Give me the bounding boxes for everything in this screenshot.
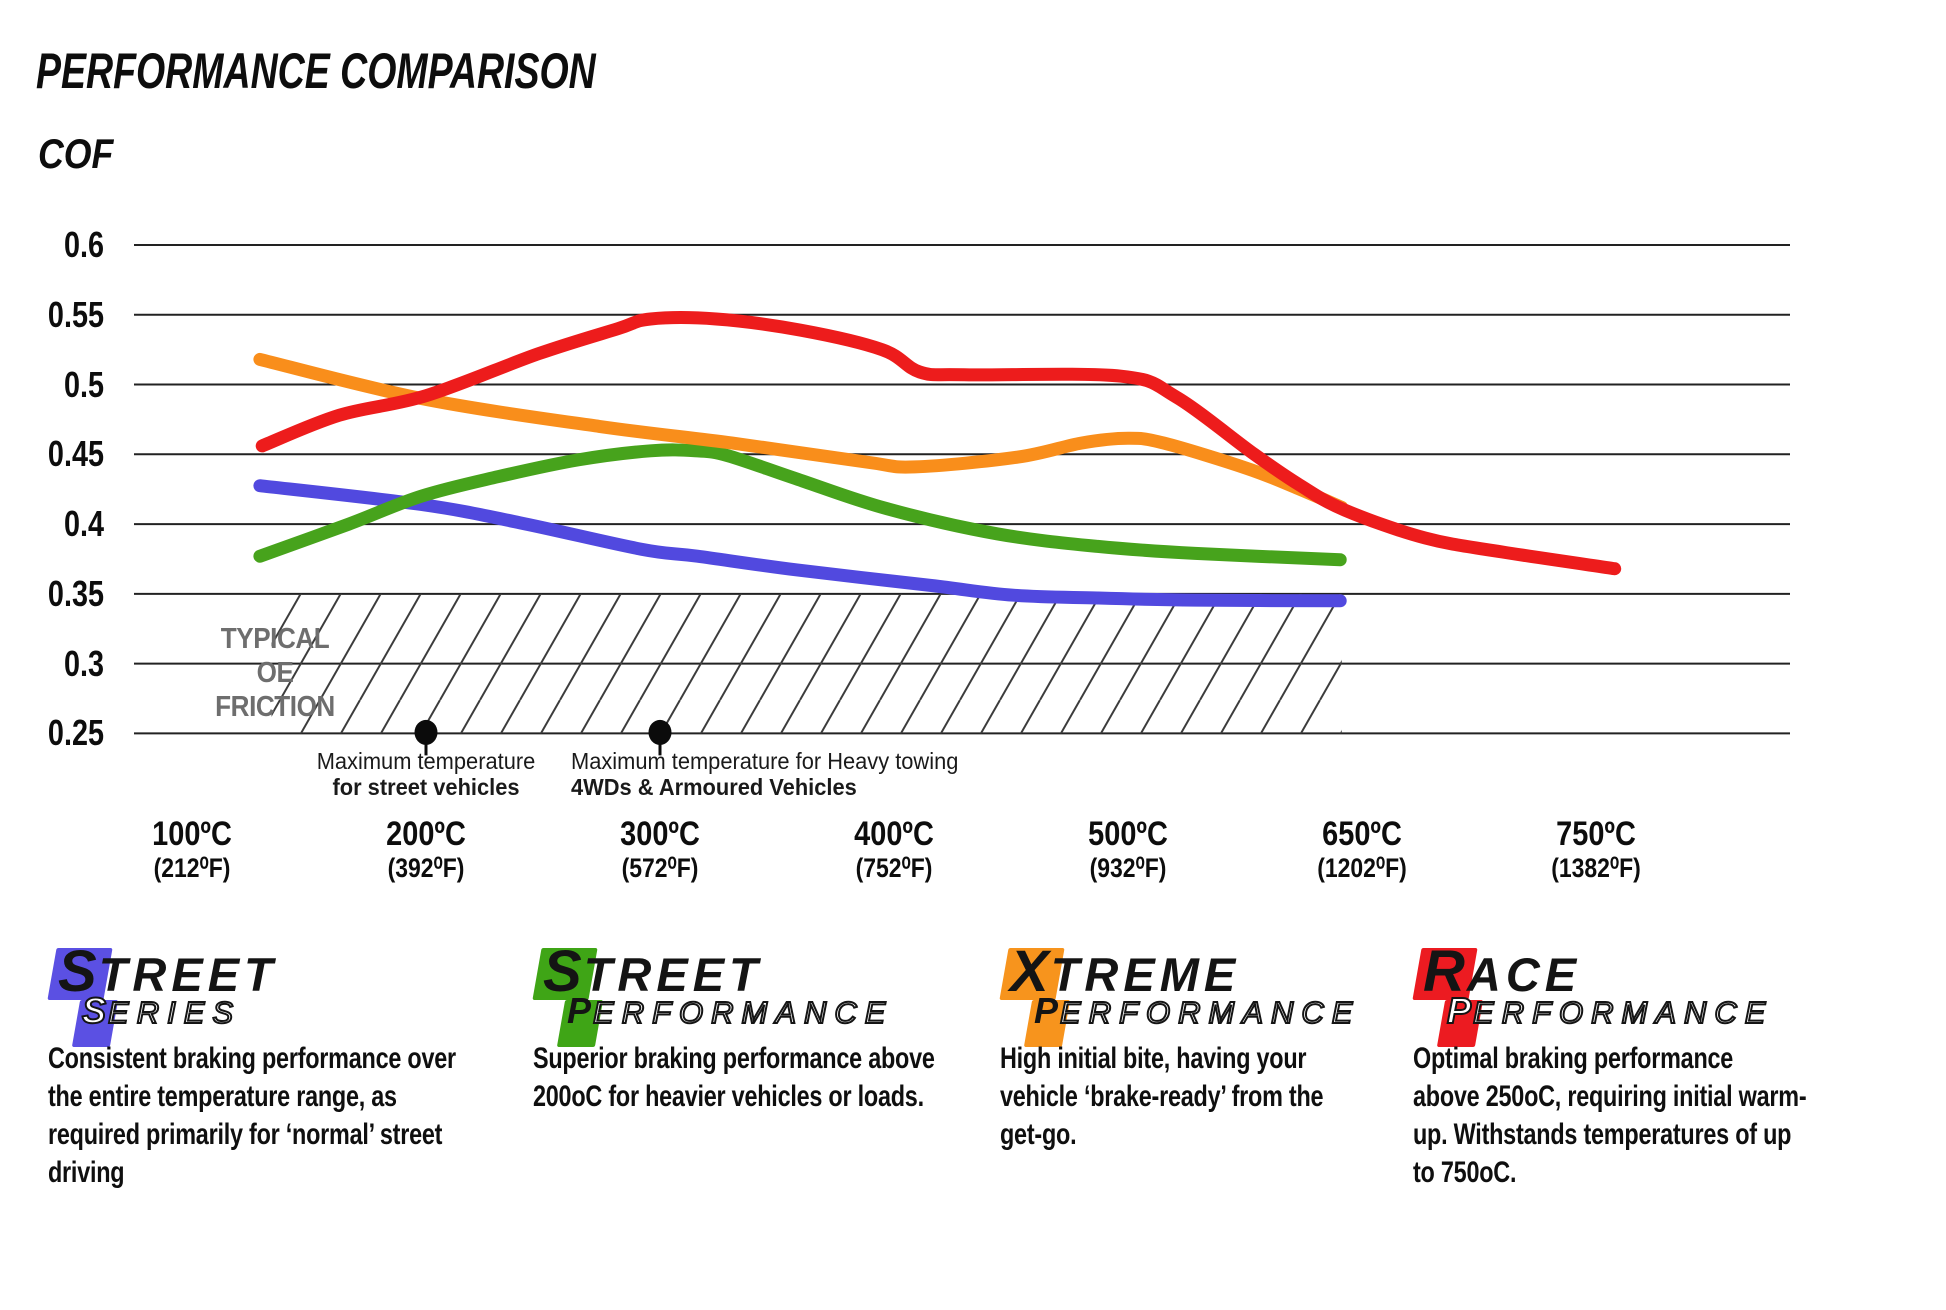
annotation-dot-0: [414, 719, 438, 745]
logo-xtreme-performance: XTREME PERFORMANCE: [999, 939, 1470, 1054]
annotation-towing-max-temp-line2: 4WDs & Armoured Vehicles: [571, 774, 857, 800]
x-tick-fahrenheit: (1382⁰F): [1551, 853, 1641, 883]
curve-street-performance: [253, 443, 1347, 567]
logo-word2-first: P: [1034, 990, 1061, 1031]
logo-street-performance: STREET PERFORMANCE: [532, 939, 1003, 1054]
x-tick-fahrenheit: (212⁰F): [153, 853, 231, 883]
x-tick-fahrenheit: (1202⁰F): [1317, 853, 1407, 883]
annotation-towing-max-temp: Maximum temperature for Heavy towing 4WD…: [571, 748, 1008, 800]
x-tick-500c: 500ºC (932⁰F): [1035, 816, 1222, 883]
x-tick-fahrenheit: (752⁰F): [855, 853, 933, 883]
x-tick-fahrenheit: (392⁰F): [387, 853, 465, 883]
cof-line-chart: [134, 244, 1790, 756]
oe-friction-band-label-line1: TYPICAL OE: [220, 623, 330, 689]
curve-race-performance: [255, 311, 1622, 576]
y-tick-label-0.55: 0.55: [47, 293, 104, 335]
y-tick-label-0.25: 0.25: [47, 712, 104, 754]
x-tick-400c: 400ºC (752⁰F): [801, 816, 988, 883]
logo-word1-rest: TREET: [98, 948, 278, 1001]
logo-word1-first: X: [1010, 939, 1051, 1004]
logo-word2-rest: ERIES: [107, 994, 242, 1031]
y-tick-label-0.3: 0.3: [63, 642, 104, 684]
x-tick-750c: 750ºC (1382⁰F): [1503, 816, 1690, 883]
y-tick-label-0.6: 0.6: [63, 224, 104, 265]
x-tick-celsius: 750ºC: [1556, 815, 1636, 853]
curve-xtreme-performance: [253, 352, 1349, 514]
x-tick-celsius: 500ºC: [1088, 815, 1168, 853]
logo-word1-first: S: [58, 939, 99, 1004]
x-tick-celsius: 650ºC: [1322, 815, 1402, 853]
page-title: PERFORMANCE COMPARISON: [36, 43, 596, 99]
curve-street-series: [253, 479, 1347, 608]
y-tick-label-0.4: 0.4: [63, 503, 104, 545]
y-tick-label-0.45: 0.45: [47, 433, 104, 475]
annotation-towing-max-temp-line1: Maximum temperature for Heavy towing: [571, 748, 959, 774]
x-tick-300c: 300ºC (572⁰F): [567, 816, 754, 883]
annotation-street-max-temp: Maximum temperature for street vehicles: [265, 748, 588, 800]
logo-race-performance: RACE PERFORMANCE: [1412, 939, 1883, 1054]
x-tick-650c: 650ºC (1202⁰F): [1269, 816, 1456, 883]
x-tick-fahrenheit: (932⁰F): [1089, 853, 1167, 883]
logo-word2-rest: ERFORMANCE: [1059, 994, 1361, 1031]
desc-race-performance: Optimal braking performance above 250oC,…: [1413, 1042, 1807, 1189]
x-tick-celsius: 400ºC: [854, 815, 934, 853]
logo-word2-first: P: [1446, 989, 1474, 1032]
logo-word2-rest: ERFORMANCE: [1472, 994, 1774, 1031]
x-tick-200c: 200ºC (392⁰F): [333, 816, 520, 883]
logo-word1-rest: ACE: [1466, 948, 1582, 1001]
oe-friction-band-label-line2: FRICTION: [215, 691, 335, 723]
desc-xtreme-performance: High initial bite, having your vehicle ‘…: [1000, 1042, 1324, 1151]
desc-street-series: Consistent braking performance over the …: [48, 1042, 456, 1189]
logo-word1-rest: TREET: [583, 948, 763, 1001]
logo-street-series: STREET SERIES: [47, 939, 518, 1054]
logo-word2-rest: ERFORMANCE: [592, 994, 894, 1031]
x-tick-celsius: 300ºC: [620, 815, 700, 853]
logo-word1-first: R: [1423, 939, 1467, 1004]
x-tick-celsius: 100ºC: [152, 815, 232, 853]
oe-friction-band-label: TYPICAL OE FRICTION: [208, 622, 343, 724]
y-axis-title: COF: [38, 130, 114, 177]
x-tick-100c: 100ºC (212⁰F): [99, 816, 286, 883]
y-tick-label-0.5: 0.5: [63, 363, 104, 405]
y-tick-label-0.35: 0.35: [47, 572, 104, 614]
logo-word1-first: S: [543, 939, 584, 1004]
annotation-street-max-temp-line1: Maximum temperature: [316, 748, 536, 774]
desc-street-performance: Superior braking performance above 200oC…: [533, 1042, 935, 1113]
x-tick-fahrenheit: (572⁰F): [621, 853, 699, 883]
logo-word1-rest: TREME: [1050, 948, 1241, 1001]
oe-friction-hatched-band: [271, 593, 1342, 734]
x-tick-celsius: 200ºC: [386, 815, 466, 853]
annotation-dot-1: [648, 719, 672, 745]
annotation-street-max-temp-line2: for street vehicles: [332, 774, 520, 800]
logo-word2-first: S: [81, 989, 109, 1032]
logo-word2-first: P: [567, 990, 594, 1031]
